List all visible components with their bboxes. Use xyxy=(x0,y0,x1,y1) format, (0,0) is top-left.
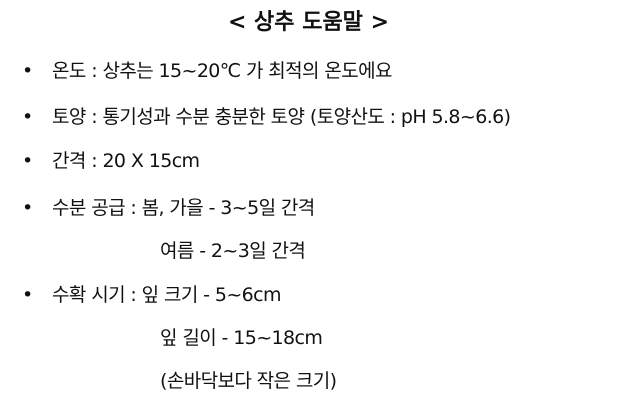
harvest-text: 수확 시기 : 잎 크기 - 5~6cm xyxy=(52,284,282,306)
document-title: < 상추 도움말 > xyxy=(227,10,390,35)
bullet-icon: • xyxy=(22,150,34,172)
harvest-size-note-text: (손바닥보다 작은 크기) xyxy=(160,370,337,392)
bullet-icon: • xyxy=(22,197,34,219)
harvest-leaf-length-text: 잎 길이 - 15~18cm xyxy=(160,327,323,349)
watering-text: 수분 공급 : 봄, 가을 - 3~5일 간격 xyxy=(52,197,315,219)
bullet-icon: • xyxy=(22,284,34,306)
spacing-text: 간격 : 20 X 15cm xyxy=(52,150,200,172)
temperature-text: 온도 : 상추는 15~20℃ 가 최적의 온도에요 xyxy=(52,60,393,82)
watering-summer-text: 여름 - 2~3일 간격 xyxy=(160,240,306,262)
bullet-icon: • xyxy=(22,60,34,82)
bullet-icon: • xyxy=(22,106,34,128)
soil-text: 토양 : 통기성과 수분 충분한 토양 (토양산도 : pH 5.8~6.6) xyxy=(52,106,511,128)
